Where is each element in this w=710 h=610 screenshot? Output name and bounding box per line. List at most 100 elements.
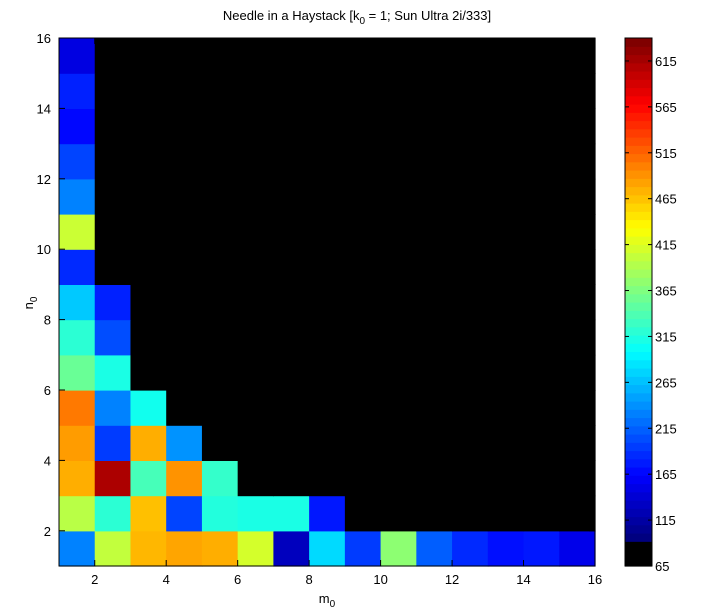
heatmap-cell: [201, 495, 239, 532]
heatmap-cell: [237, 108, 274, 145]
heatmap-cell: [166, 425, 203, 461]
heatmap-cell: [130, 495, 167, 532]
heatmap-cell: [344, 249, 382, 285]
y-label-base: n: [21, 302, 36, 309]
heatmap-cell: [94, 214, 132, 250]
heatmap-cell: [452, 143, 489, 180]
colorbar-band: [625, 194, 652, 204]
heatmap-cell: [380, 284, 417, 321]
heatmap-cell: [523, 284, 560, 321]
heatmap-cell: [94, 249, 132, 285]
colorbar-band: [625, 368, 652, 377]
heatmap-cell: [380, 460, 417, 497]
heatmap-cell: [309, 73, 346, 109]
colorbar-band: [625, 244, 652, 254]
heatmap-cell: [201, 38, 239, 74]
heatmap-cell: [273, 460, 310, 497]
colorbar-band: [625, 533, 652, 542]
heatmap-cell: [344, 38, 382, 74]
colorbar-band: [625, 236, 652, 245]
colorbar-band: [625, 417, 652, 427]
heatmap-cell: [237, 284, 274, 321]
heatmap-cell: [452, 249, 489, 285]
heatmap-cell: [523, 73, 560, 109]
colorbar-band: [625, 557, 652, 567]
x-tick-label: 4: [163, 572, 170, 587]
heatmap-cell: [523, 178, 560, 215]
x-tick-label: 6: [234, 572, 241, 587]
heatmap-cell: [201, 354, 239, 391]
heatmap-cell: [166, 143, 203, 180]
heatmap-cell: [130, 530, 167, 567]
heatmap-cell: [166, 214, 203, 250]
heatmap-cell: [94, 495, 132, 532]
heatmap-cell: [344, 73, 382, 109]
colorbar-band: [625, 310, 652, 320]
heatmap-cell: [559, 530, 596, 567]
heatmap-cell: [237, 143, 274, 180]
heatmap-cell: [166, 73, 203, 109]
heatmap-cell: [130, 354, 167, 391]
colorbar-band: [625, 508, 652, 518]
heatmap-cell: [94, 460, 132, 497]
heatmap-cell: [166, 249, 203, 285]
colorbar-band: [625, 302, 652, 311]
heatmap-cell: [130, 73, 167, 109]
colorbar-band: [625, 483, 652, 493]
heatmap-cell: [523, 425, 560, 461]
x-tick-label: 14: [516, 572, 530, 587]
heatmap-cell: [59, 460, 96, 497]
heatmap-cell: [273, 214, 310, 250]
heatmap-cell: [237, 38, 274, 74]
heatmap-cell: [273, 390, 310, 426]
heatmap-cell: [237, 460, 274, 497]
heatmap-cell: [130, 284, 167, 321]
colorbar-band: [625, 318, 652, 328]
colorbar-band: [625, 541, 652, 551]
colorbar-band: [625, 62, 652, 72]
y-tick-label: 8: [44, 313, 51, 328]
x-tick-label: 12: [445, 572, 459, 587]
heatmap-cell: [559, 249, 596, 285]
heatmap-cell: [559, 390, 596, 426]
colorbar-band: [625, 211, 652, 221]
colorbar-tick-label: 115: [655, 513, 676, 528]
heatmap-cell: [59, 143, 96, 180]
colorbar-tick-label: 265: [655, 375, 677, 390]
heatmap-cell: [344, 284, 382, 321]
heatmap-cell: [166, 38, 203, 74]
colorbar-tick-label: 515: [655, 146, 677, 161]
heatmap-cell: [559, 284, 596, 321]
heatmap-cell: [273, 249, 310, 285]
colorbar-band: [625, 145, 652, 155]
heatmap-cell: [201, 425, 239, 461]
heatmap-cell: [130, 214, 167, 250]
colorbar-tick-label: 315: [655, 329, 677, 344]
heatmap-cell: [380, 38, 417, 74]
heatmap-cell: [344, 530, 382, 567]
heatmap-cell: [523, 249, 560, 285]
colorbar-band: [625, 137, 652, 146]
heatmap-cell: [523, 354, 560, 391]
heatmap-cell: [452, 530, 489, 567]
heatmap-cell: [59, 390, 96, 426]
heatmap-cell: [487, 354, 525, 391]
heatmap-cell: [487, 73, 525, 109]
heatmap-cell: [487, 284, 525, 321]
colorbar-band: [625, 285, 652, 295]
heatmap-cell: [309, 214, 346, 250]
colorbar-band: [625, 359, 652, 369]
heatmap-cell: [416, 214, 453, 250]
colorbar-band: [625, 442, 652, 452]
colorbar-tick-label: 565: [655, 100, 677, 115]
y-tick-label: 2: [44, 524, 51, 539]
heatmap-cell: [309, 460, 346, 497]
heatmap-cell: [523, 108, 560, 145]
colorbar-band: [625, 71, 652, 80]
colorbar-band: [625, 87, 652, 97]
heatmap-cell: [59, 73, 96, 109]
colorbar-band: [625, 351, 652, 361]
colorbar-band: [625, 79, 652, 89]
colorbar-ticks: 65 115 165 215 265 315 365 415 465 515 565 615: [625, 54, 677, 574]
